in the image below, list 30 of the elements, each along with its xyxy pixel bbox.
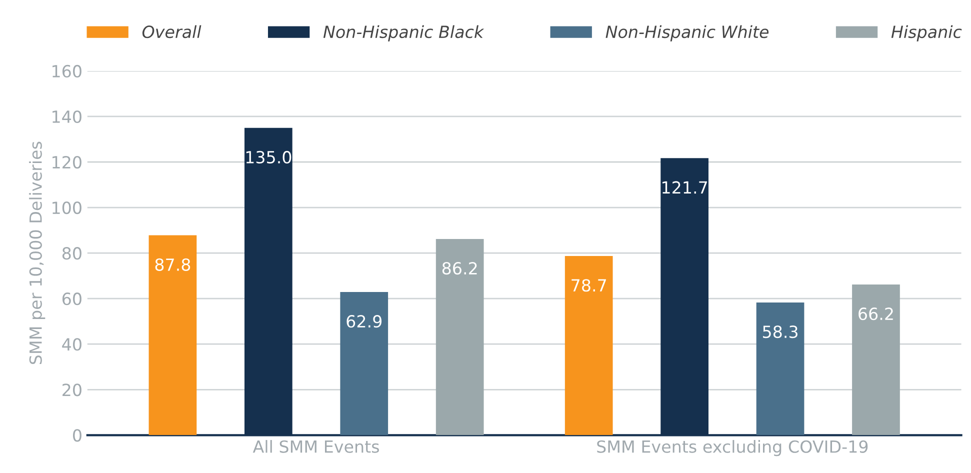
text: 87.8 — [155, 258, 190, 271]
text: 121.7 — [662, 181, 707, 194]
text: 66.2 — [858, 308, 893, 320]
bar — [564, 256, 613, 436]
y-tick-label: 20 — [62, 384, 82, 396]
y-tick-label: 80 — [62, 247, 82, 260]
y-axis-title: SMM per 10,000 Deliveries — [29, 142, 46, 364]
legend-label: Overall — [142, 25, 202, 38]
y-tick-label: 40 — [62, 338, 82, 351]
bar — [340, 292, 388, 436]
text: 58.3 — [763, 326, 798, 338]
text: 78.7 — [572, 279, 606, 292]
legend-label: Non-Hispanic Black — [323, 25, 484, 42]
text: 135.0 — [246, 150, 292, 164]
text: 86.2 — [442, 262, 477, 275]
legend-label: Hispanic — [891, 25, 962, 42]
x-tick-label: SMM Events excluding COVID-19 — [597, 440, 868, 456]
x-tick-label: All SMM Events — [252, 440, 379, 453]
bar — [756, 302, 804, 436]
y-tick-label: 160 — [52, 64, 82, 78]
y-tick-label: 120 — [52, 156, 82, 169]
text: 62.9 — [346, 315, 382, 328]
y-tick-label: 60 — [62, 292, 82, 306]
bar — [852, 284, 900, 436]
y-tick-label: 140 — [52, 110, 82, 124]
bar — [148, 235, 197, 436]
bar — [436, 238, 484, 436]
legend-label: Non-Hispanic White — [606, 25, 769, 42]
y-tick-label: 0 — [73, 429, 82, 442]
y-tick-label: 100 — [52, 201, 82, 214]
